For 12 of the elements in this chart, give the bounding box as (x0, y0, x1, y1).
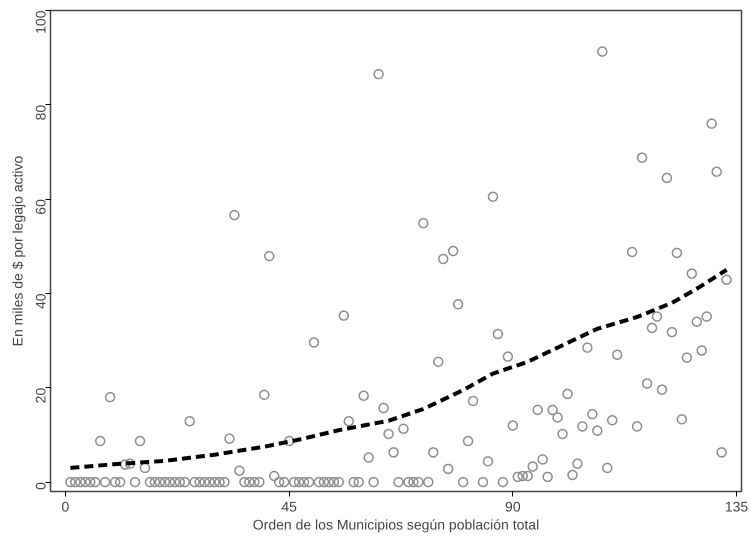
x-tick-label: 0 (62, 498, 70, 514)
y-tick-label: 0 (32, 482, 48, 490)
x-axis-title: Orden de los Municipios según población total (252, 516, 540, 532)
x-tick-label: 135 (724, 498, 748, 514)
y-tick-label: 60 (32, 198, 48, 215)
y-tick-label: 40 (32, 293, 48, 310)
y-tick-label: 80 (32, 104, 48, 120)
y-axis-title: En miles de $ por legajo activo (10, 155, 26, 346)
y-tick-label: 100 (32, 10, 48, 34)
x-tick-label: 90 (505, 498, 521, 514)
y-tick-label: 20 (32, 388, 48, 404)
x-tick-label: 45 (281, 498, 298, 514)
